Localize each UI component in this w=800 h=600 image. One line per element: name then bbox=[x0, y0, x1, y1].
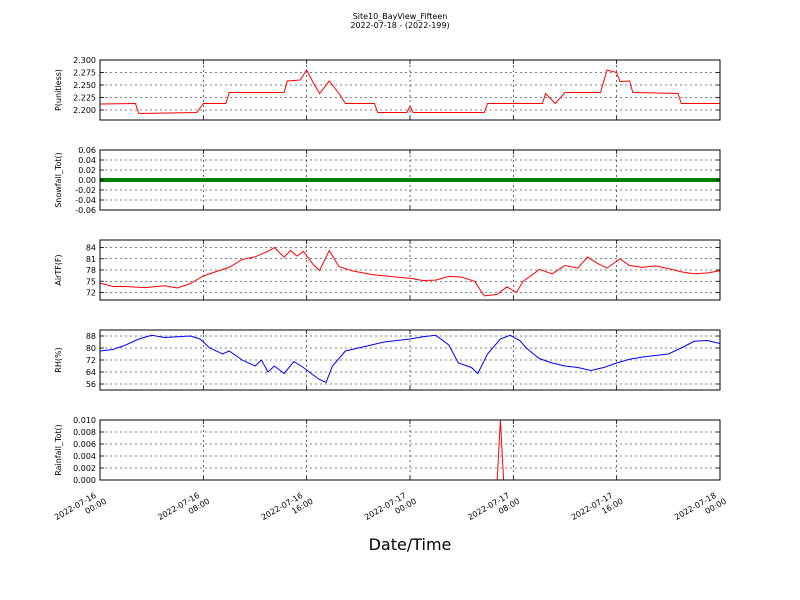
y-tick-label: 0.008 bbox=[73, 428, 96, 437]
y-tick-label: 0.04 bbox=[78, 156, 96, 165]
x-axis-label: Date/Time bbox=[368, 535, 452, 554]
y-tick-label: 0.000 bbox=[73, 476, 96, 485]
y-tick-label: 72 bbox=[86, 289, 96, 298]
y-tick-label: -0.06 bbox=[75, 206, 96, 215]
series-line bbox=[99, 69, 720, 115]
y-tick-label: 2.225 bbox=[73, 94, 96, 103]
y-tick-label: 78 bbox=[86, 266, 96, 275]
y-tick-label: 64 bbox=[86, 368, 96, 377]
series-line bbox=[99, 246, 721, 297]
y-tick-label: -0.04 bbox=[75, 196, 96, 205]
x-tick-label: 2022-07-1800:00 bbox=[673, 488, 728, 531]
x-tick-label: 2022-07-1616:00 bbox=[260, 488, 315, 531]
y-tick-label: 2.200 bbox=[73, 106, 96, 115]
y-tick-label: 0.06 bbox=[78, 146, 96, 155]
x-tick-label: 2022-07-1708:00 bbox=[466, 488, 521, 531]
chart-subtitle: 2022-07-18 - (2022-199) bbox=[350, 21, 450, 30]
y-axis-label: AirTF(F) bbox=[54, 254, 63, 285]
y-tick-label: 2.300 bbox=[73, 56, 96, 65]
y-tick-label: 2.275 bbox=[73, 69, 96, 78]
x-tick-label: 2022-07-1608:00 bbox=[156, 488, 211, 531]
y-tick-label: 81 bbox=[86, 255, 96, 264]
y-tick-label: 2.250 bbox=[73, 81, 96, 90]
y-tick-label: 56 bbox=[86, 380, 96, 389]
y-tick-label: 0.00 bbox=[78, 176, 96, 185]
y-axis-label: P(unitless) bbox=[54, 69, 63, 111]
series-line bbox=[99, 334, 721, 384]
x-tick-label: 2022-07-1716:00 bbox=[570, 488, 625, 531]
chart-title: Site10_BayView_Fifteen bbox=[352, 12, 448, 21]
panel-5: 0.000 0.002 0.004 0.006 0.008 0.010 Rainfall_T… bbox=[54, 416, 721, 485]
panel-1: 2.200 2.225 2.250 2.275 2.300 P(unitless) bbox=[54, 56, 721, 121]
y-tick-label: 0.010 bbox=[73, 416, 96, 425]
y-tick-label: 80 bbox=[86, 344, 96, 353]
y-tick-label: -0.02 bbox=[75, 186, 96, 195]
x-tick-label: 2022-07-1700:00 bbox=[363, 488, 418, 531]
y-axis-label: Snowfall_Tot() bbox=[54, 152, 63, 208]
y-tick-label: 88 bbox=[86, 332, 96, 341]
y-tick-label: 0.006 bbox=[73, 440, 96, 449]
panel-4: 56 64 72 80 88 RH(%) bbox=[54, 329, 721, 391]
x-tick-labels: 2022-07-1600:00 2022-07-1608:00 2022-07-16… bbox=[53, 488, 728, 531]
panel-3: 72 75 78 81 84 AirTF(F) bbox=[54, 239, 721, 301]
y-tick-label: 72 bbox=[86, 356, 96, 365]
y-tick-label: 0.002 bbox=[73, 464, 96, 473]
y-axis-label: RH(%) bbox=[54, 347, 63, 372]
panel-2: -0.06-0.04-0.020.000.020.040.06 Snowfall_… bbox=[54, 146, 721, 215]
y-tick-label: 84 bbox=[86, 244, 96, 253]
y-axis-label: Rainfall_Tot() bbox=[54, 424, 63, 476]
y-tick-label: 0.004 bbox=[73, 452, 96, 461]
y-tick-label: 75 bbox=[86, 277, 96, 286]
y-tick-label: 0.02 bbox=[78, 166, 96, 175]
x-tick-label: 2022-07-1600:00 bbox=[53, 488, 108, 531]
